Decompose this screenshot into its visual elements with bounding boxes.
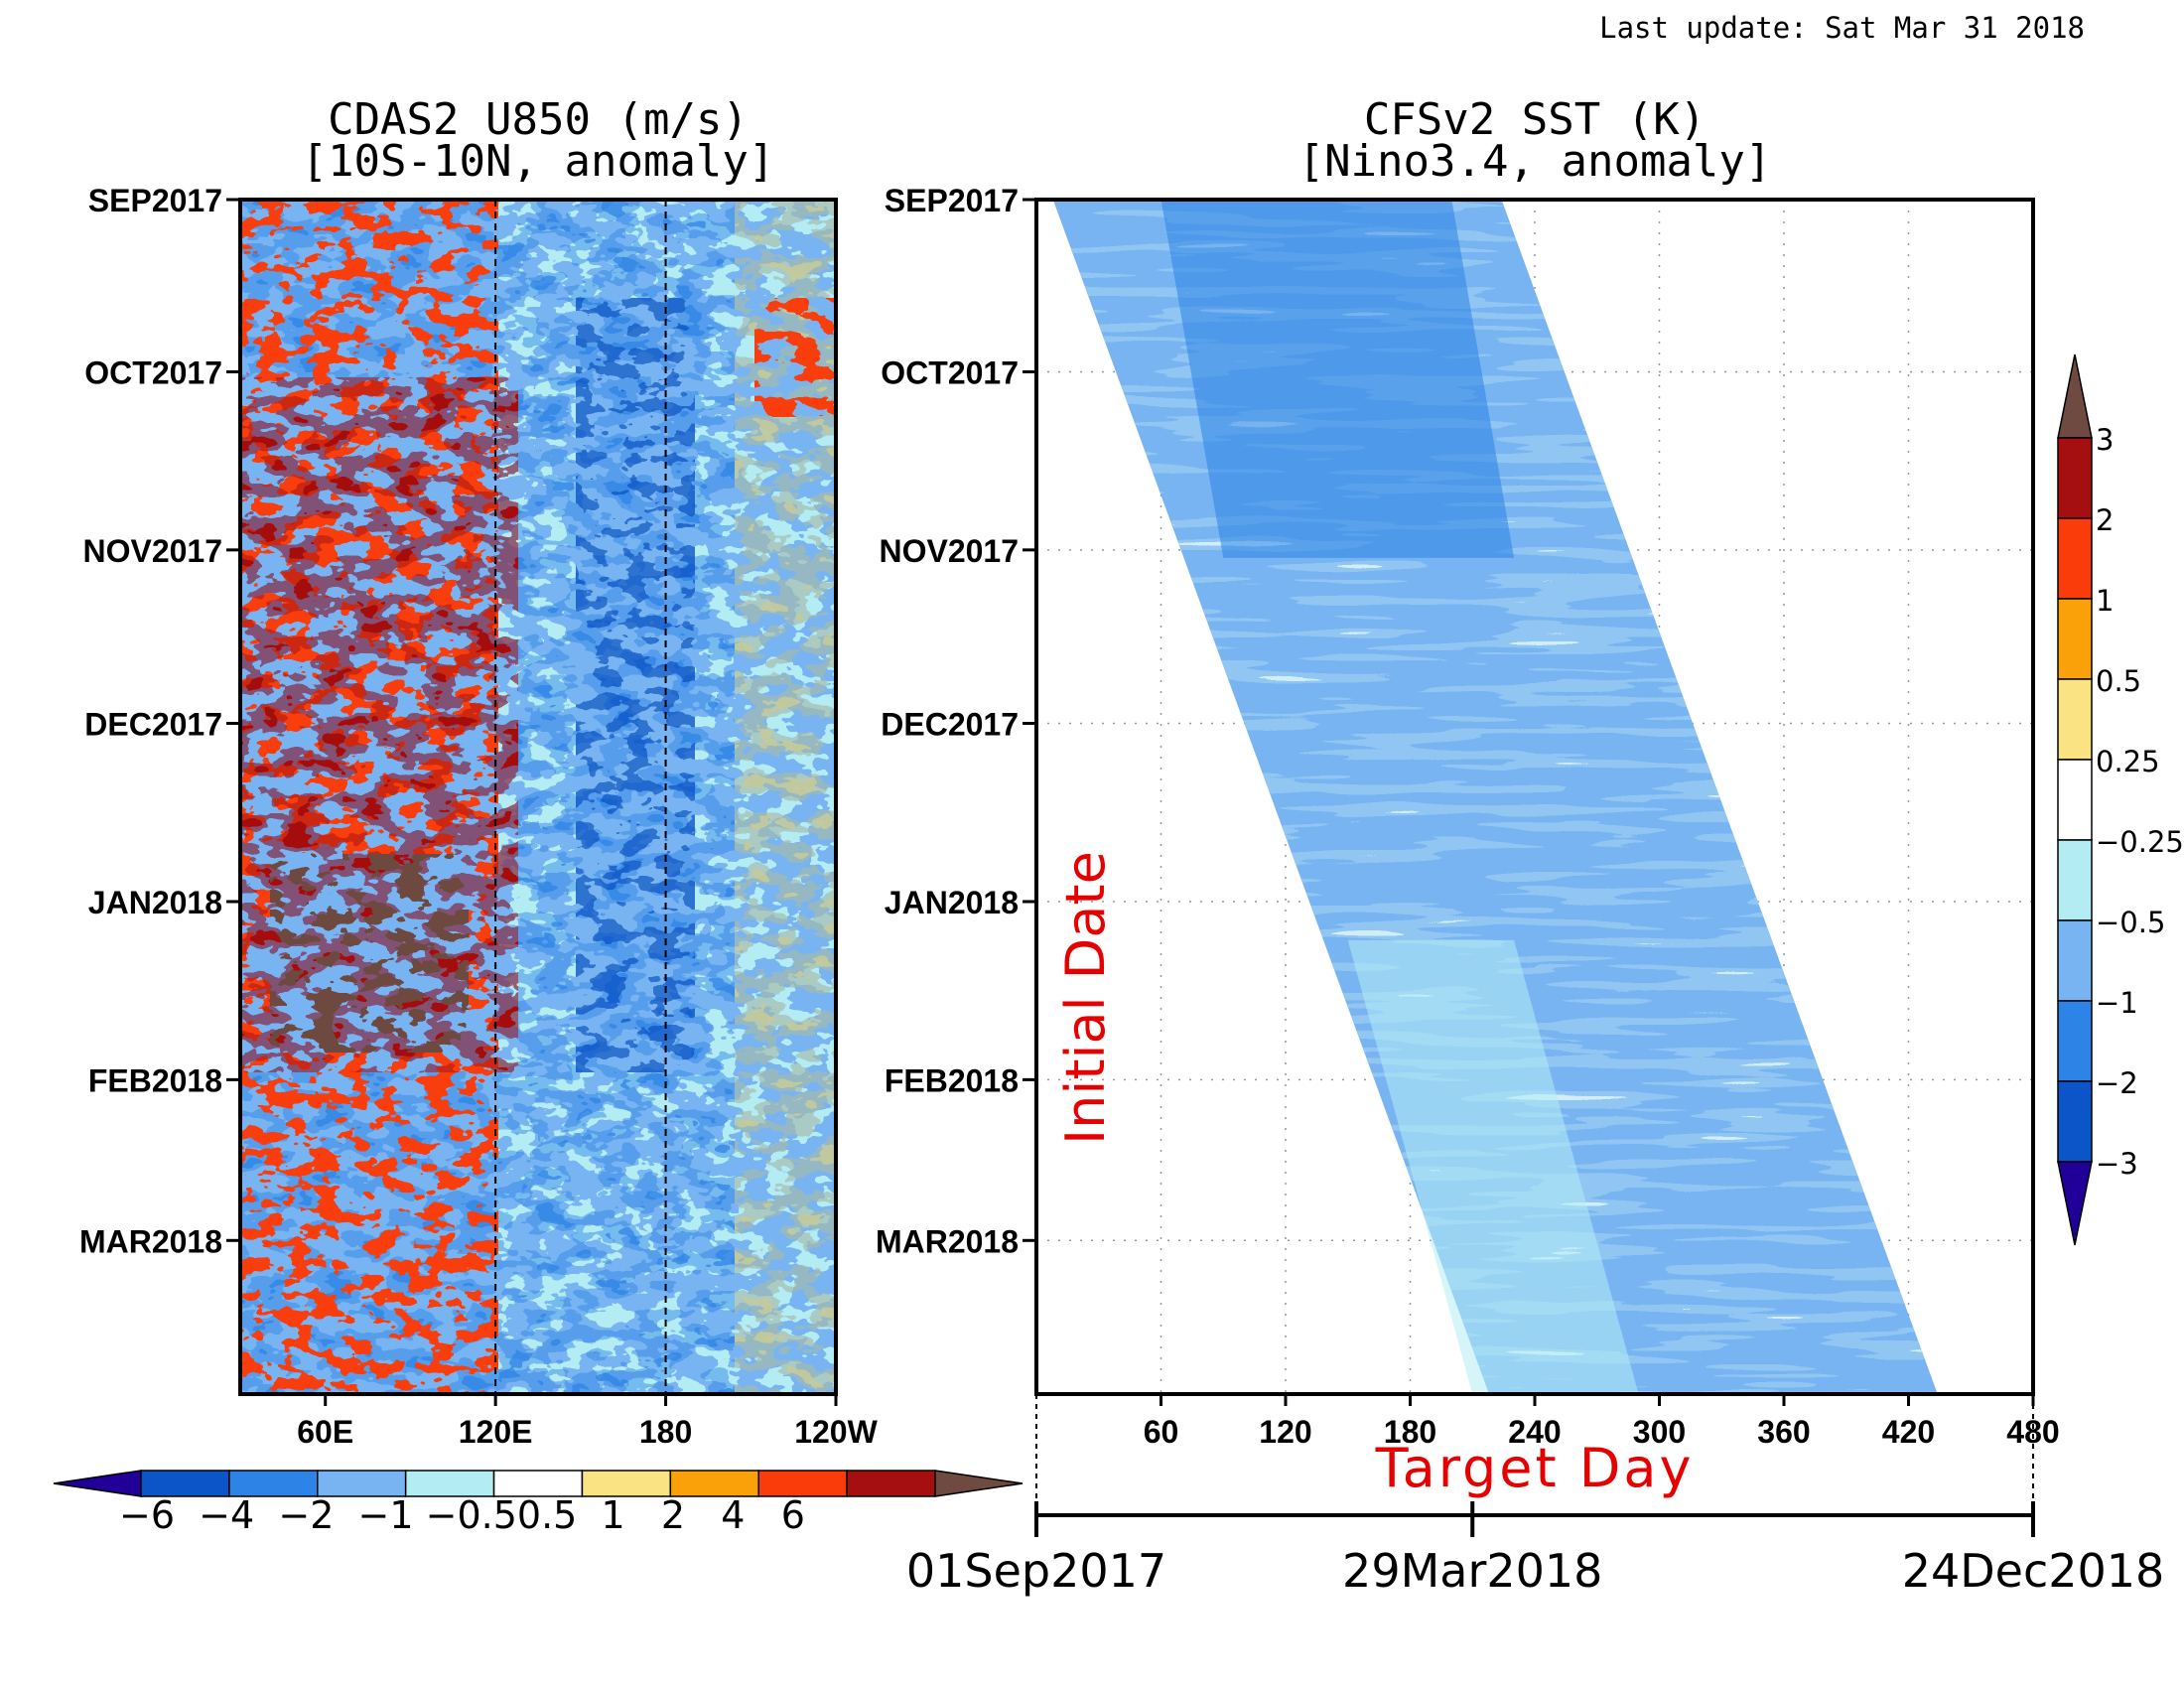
colorbar-max-triangle [934,1470,1024,1497]
left-y-tick-label: SEP2017 [88,183,222,218]
colorbar-swatch [2057,1080,2093,1163]
colorbar-swatch [317,1470,407,1497]
right-y-tick-label: FEB2018 [885,1062,1019,1098]
colorbar-level-label: −2 [2096,1066,2138,1100]
time-axis: 01Sep2017 29Mar2018 24Dec2018 [906,1394,2164,1598]
colorbar-swatch [846,1470,936,1497]
time-axis-label: 29Mar2018 [1342,1544,1602,1598]
left-subtitle: [10S-10N, anomaly] [302,136,775,187]
right-y-tick-label: MAR2018 [876,1223,1019,1259]
right-x-tick-label: 240 [1508,1414,1561,1450]
colorbar-swatch [669,1470,759,1497]
left-y-tick-label: NOV2017 [82,533,222,569]
right-y-tick-label: SEP2017 [885,183,1019,218]
left-y-axis: SEP2017 OCT2017 NOV2017 DEC2017 JAN2018 FEB20… [79,183,240,1259]
left-y-tick-label: MAR2018 [79,1223,222,1259]
colorbar-swatch [2057,839,2093,921]
left-x-tick-label: 120W [794,1414,878,1450]
right-xlabel: Target Day [1375,1437,1695,1499]
colorbar-level-label: −1 [2096,986,2138,1020]
sst-anomaly-band [1052,200,1938,1394]
right-y-tick-label: DEC2017 [881,707,1019,743]
colorbar-min-triangle [2057,1161,2093,1246]
left-x-tick-label: 180 [639,1414,692,1450]
colorbar-level-label: −0.5 [2096,906,2165,939]
field-layer-brown [270,854,469,1053]
u850-hovmoller-panel: CDAS2 U850 (m/s) [10S-10N, anomaly] SEP2… [53,94,1024,1537]
right-x-tick-label: 360 [1757,1414,1810,1450]
colorbar-swatch [757,1470,848,1497]
colorbar-swatch [2057,1000,2093,1082]
colorbar-level-label: −0.25 [2096,825,2184,859]
colorbar-swatch [2057,598,2093,680]
right-subtitle: [Nino3.4, anomaly] [1298,136,1772,187]
right-ylabel: Initial Date [1054,851,1117,1145]
u850-anomaly-field [240,200,836,1394]
colorbar-swatch [2057,919,2093,1002]
sst-colorbar: −3 −2 −1 −0.5 −0.25 0.25 0.5 1 2 3 [2057,353,2184,1246]
right-y-axis: SEP2017 OCT2017 NOV2017 DEC2017 JAN2018 FEB20… [876,183,1036,1259]
right-x-tick-label: 300 [1633,1414,1686,1450]
time-axis-label: 01Sep2017 [906,1544,1166,1598]
colorbar-level-label: 3 [2096,423,2114,457]
colorbar-level-label: 0.25 [2096,745,2160,778]
left-plot-frame [238,198,838,1396]
u850-colorbar [53,1470,1024,1497]
time-axis-label: 24Dec2018 [1902,1544,2165,1598]
colorbar-level-label: −3 [2096,1147,2138,1181]
colorbar-level-label: 2 [2096,503,2114,537]
colorbar-swatch [2057,678,2093,761]
left-title: CDAS2 U850 (m/s) [328,94,749,145]
left-y-tick-label: JAN2018 [88,885,222,920]
left-y-tick-label: FEB2018 [88,1062,222,1098]
colorbar-swatch [2057,517,2093,600]
left-y-tick-label: DEC2017 [84,707,222,743]
right-y-tick-label: NOV2017 [879,533,1019,569]
field-layer-red-east [754,298,836,417]
right-y-tick-label: JAN2018 [885,885,1019,920]
field-layer-darkblue [576,298,695,1072]
colorbar-swatch [2057,437,2093,519]
left-x-tick-label: 120E [459,1414,533,1450]
right-x-tick-label: 420 [1882,1414,1935,1450]
right-x-tick-label: 180 [1384,1414,1436,1450]
sst-forecast-panel: CFSv2 SST (K) [Nino3.4, anomaly] SEP2017… [876,94,2184,1598]
colorbar-swatch [140,1470,230,1497]
left-x-tick-label: 60E [297,1414,353,1450]
colorbar-max-triangle [2057,353,2093,439]
band-late-cyan [1347,939,1639,1394]
left-colorbar-labels: −6 −4 −2 −1 −0.50.5 1 2 4 6 [119,1493,805,1537]
right-x-tick-label: 120 [1259,1414,1311,1450]
last-update-text: Last update: Sat Mar 31 2018 [1599,11,2085,45]
band-early-darker [1160,200,1515,558]
left-x-axis: 60E 120E 180 120W [297,1394,879,1450]
colorbar-swatch [228,1470,319,1497]
right-y-tick-label: OCT2017 [881,354,1019,390]
colorbar-swatch [404,1470,495,1497]
colorbar-level-label: 0.5 [2096,664,2141,698]
colorbar-swatch [2057,759,2093,841]
right-x-tick-label: 60 [1144,1414,1179,1450]
left-y-tick-label: OCT2017 [84,354,222,390]
colorbar-swatch [581,1470,672,1497]
right-title: CFSv2 SST (K) [1364,94,1706,145]
colorbar-level-label: 1 [2096,584,2114,618]
